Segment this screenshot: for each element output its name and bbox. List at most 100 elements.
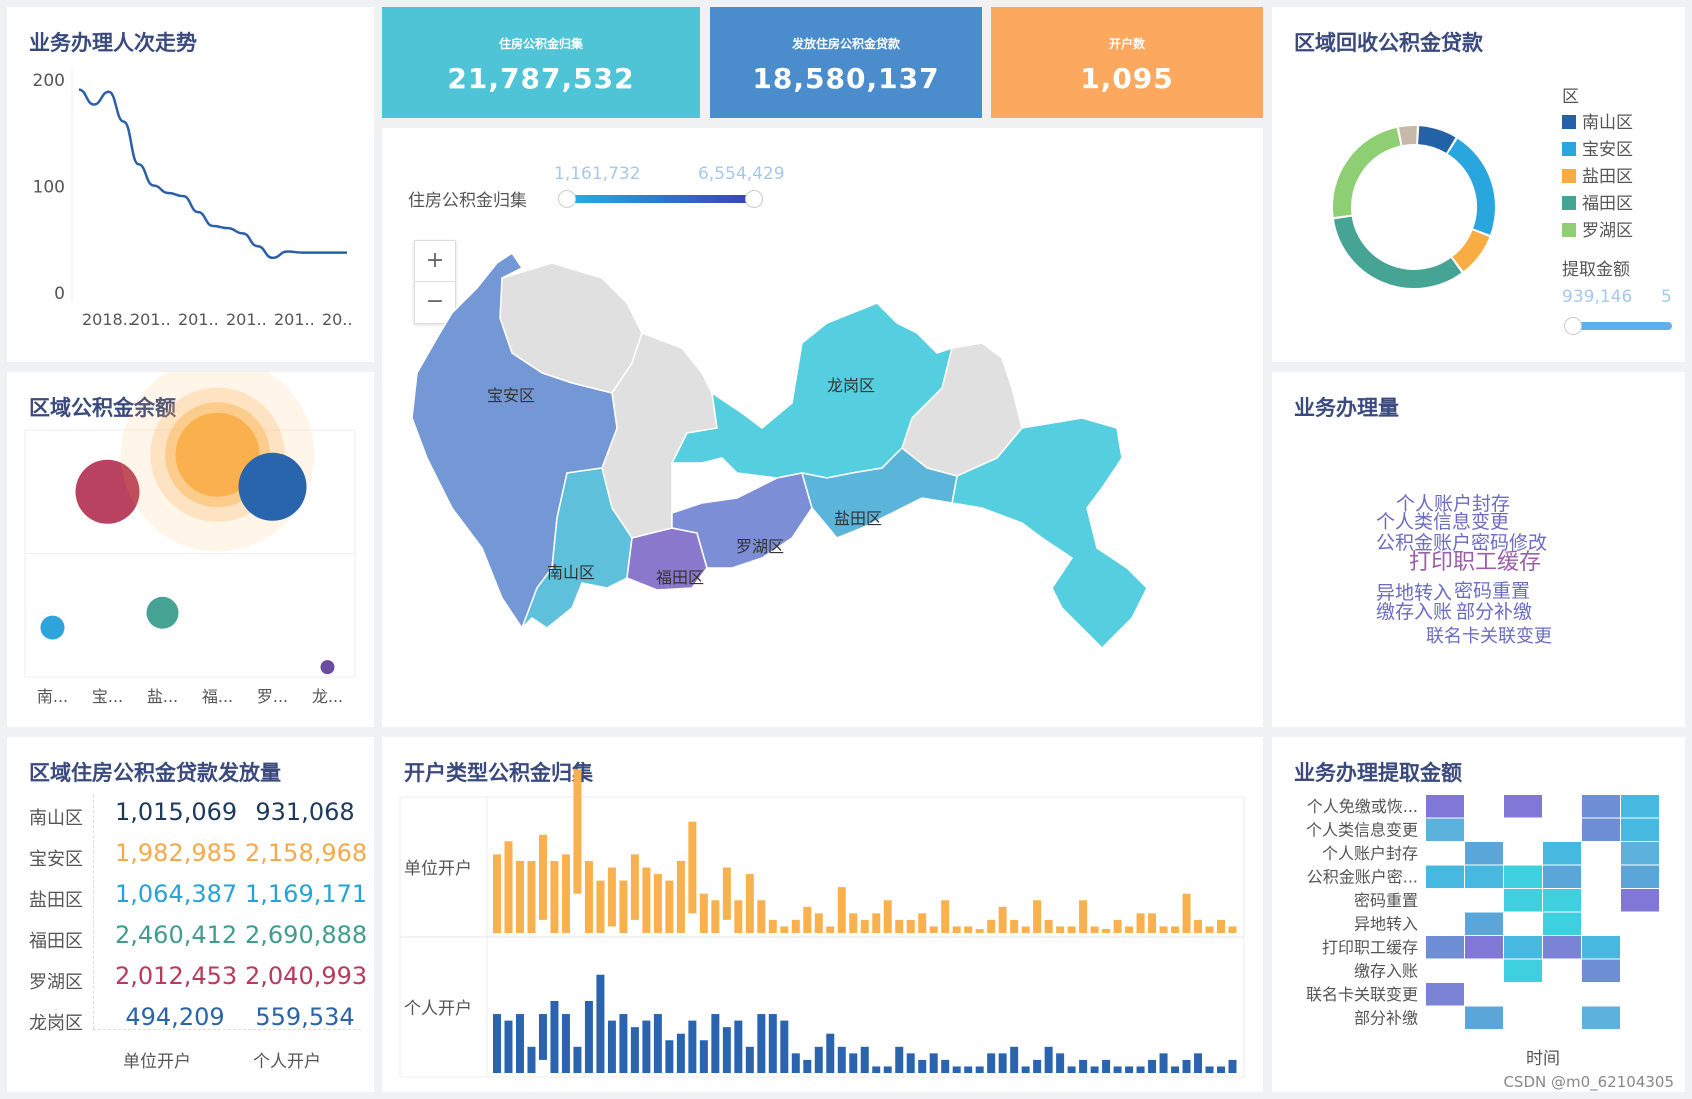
bar: [653, 1014, 662, 1073]
bar: [1033, 900, 1042, 933]
bar: [653, 874, 662, 933]
bar: [975, 1066, 984, 1073]
bar: [837, 887, 846, 933]
x-tick-label: 2018..: [82, 310, 133, 329]
legend-item[interactable]: 福田区: [1562, 189, 1633, 214]
bar: [676, 860, 685, 933]
bar: [895, 919, 904, 933]
bar: [538, 834, 547, 920]
bar: [1056, 926, 1065, 933]
bar: [630, 1027, 639, 1073]
word[interactable]: 部分补缴: [1456, 601, 1533, 623]
bar: [561, 1014, 570, 1073]
heatmap-panel: 业务办理提取金额 个人免缴或恢... 个人类信息变更 个人账户封存 公积金账户密...…: [1272, 737, 1685, 1092]
column-label-personal: 个人开户: [253, 1052, 321, 1072]
map-region-yantian[interactable]: [800, 446, 958, 539]
row-label: 公积金账户密...: [1307, 868, 1418, 887]
bar: [538, 1014, 547, 1060]
heatmap-cell: [1543, 936, 1581, 959]
bar: [1159, 1053, 1168, 1073]
donut-slider-handle[interactable]: [1564, 317, 1582, 335]
legend-item[interactable]: 罗湖区: [1562, 216, 1633, 241]
x-tick-label: 福...: [202, 687, 233, 706]
x-tick-label: 宝...: [92, 687, 123, 706]
row-region: 福田区: [29, 931, 83, 952]
donut-slider-title: 提取金额: [1562, 260, 1630, 280]
legend-item[interactable]: 南山区: [1562, 108, 1633, 133]
row-label: 打印职工缓存: [1322, 938, 1418, 957]
word[interactable]: 个人账户封存: [1396, 493, 1511, 515]
bar: [1171, 926, 1180, 933]
donut-segment: [1452, 229, 1490, 272]
x-tick-label: 201..: [274, 310, 315, 329]
heatmap-cell: [1426, 936, 1464, 959]
map-label-luohu: 罗湖区: [736, 537, 784, 556]
map-range-handle-max[interactable]: [745, 190, 763, 208]
loans-table-title: 区域住房公积金贷款发放量: [29, 761, 281, 785]
word[interactable]: 缴存入账: [1376, 601, 1453, 623]
map-region-dapeng[interactable]: [951, 417, 1148, 650]
legend-item[interactable]: 盐田区: [1562, 162, 1633, 187]
bar: [975, 929, 984, 933]
legend-swatch: [1562, 115, 1576, 129]
word[interactable]: 密码重置: [1454, 580, 1531, 602]
zoom-out-button[interactable]: −: [425, 289, 445, 314]
bar: [1010, 919, 1019, 933]
row-value-unit: 2,012,453: [115, 962, 238, 990]
bar: [1113, 919, 1122, 933]
map-label-yantian: 盐田区: [834, 509, 882, 528]
bar: [998, 906, 1007, 933]
bubble-point: [40, 615, 65, 640]
kpi-value: 1,095: [1080, 62, 1174, 95]
bar: [527, 1046, 536, 1073]
legend-label: 南山区: [1582, 113, 1633, 133]
donut-segment: [1417, 126, 1456, 154]
bar: [964, 926, 973, 933]
map-region-longgang[interactable]: [670, 302, 954, 479]
bar: [1079, 1059, 1088, 1073]
bar: [883, 900, 892, 933]
donut-segment: [1447, 138, 1495, 235]
word[interactable]: 异地转入: [1376, 582, 1453, 604]
kpi-card-collection: 住房公积金归集 21,787,532: [382, 7, 700, 118]
bar: [803, 906, 812, 933]
bar: [906, 1053, 915, 1073]
word[interactable]: 打印职工缓存: [1409, 550, 1542, 575]
bar: [1148, 1059, 1157, 1073]
bar: [1021, 926, 1030, 933]
map-region-nanshan[interactable]: [521, 467, 633, 629]
heatmap-cell: [1465, 912, 1503, 935]
bar: [1033, 1059, 1042, 1073]
x-tick-label: 201..: [226, 310, 267, 329]
map-label-baoan: 宝安区: [487, 386, 535, 405]
row-value-personal: 2,040,993: [245, 962, 368, 990]
legend-swatch: [1562, 169, 1576, 183]
word[interactable]: 公积金账户密码修改: [1376, 532, 1548, 554]
donut-amount-slider[interactable]: [1572, 322, 1672, 330]
bar: [929, 926, 938, 933]
table-row: 盐田区 1,064,387 1,169,171: [7, 876, 367, 916]
heatmap-cell: [1582, 818, 1620, 841]
x-tick-label: 20..: [322, 310, 353, 329]
map-range-handle-min[interactable]: [558, 190, 576, 208]
y-tick-label: 100: [33, 178, 65, 198]
loans-table-panel: 区域住房公积金贷款发放量 南山区 1,015,069 931,068 宝安区 1…: [7, 737, 374, 1092]
legend-item[interactable]: 宝安区: [1562, 135, 1633, 160]
heatmap-cell: [1426, 983, 1464, 1006]
bar: [561, 854, 570, 933]
bubble-point: [175, 412, 260, 497]
bar: [757, 900, 766, 933]
bar: [883, 1066, 892, 1073]
zoom-in-button[interactable]: +: [415, 241, 455, 282]
bar: [1067, 1066, 1076, 1073]
y-tick-label: 200: [33, 71, 65, 91]
map-range-slider[interactable]: [568, 195, 754, 203]
word[interactable]: 个人类信息变更: [1376, 511, 1510, 533]
bar: [998, 1053, 1007, 1073]
bar: [814, 913, 823, 933]
word[interactable]: 联名卡关联变更: [1426, 626, 1552, 647]
bar: [665, 880, 674, 933]
bubble-point: [75, 459, 140, 524]
x-tick-label: 201..: [178, 310, 219, 329]
row-region: 罗湖区: [29, 972, 83, 993]
